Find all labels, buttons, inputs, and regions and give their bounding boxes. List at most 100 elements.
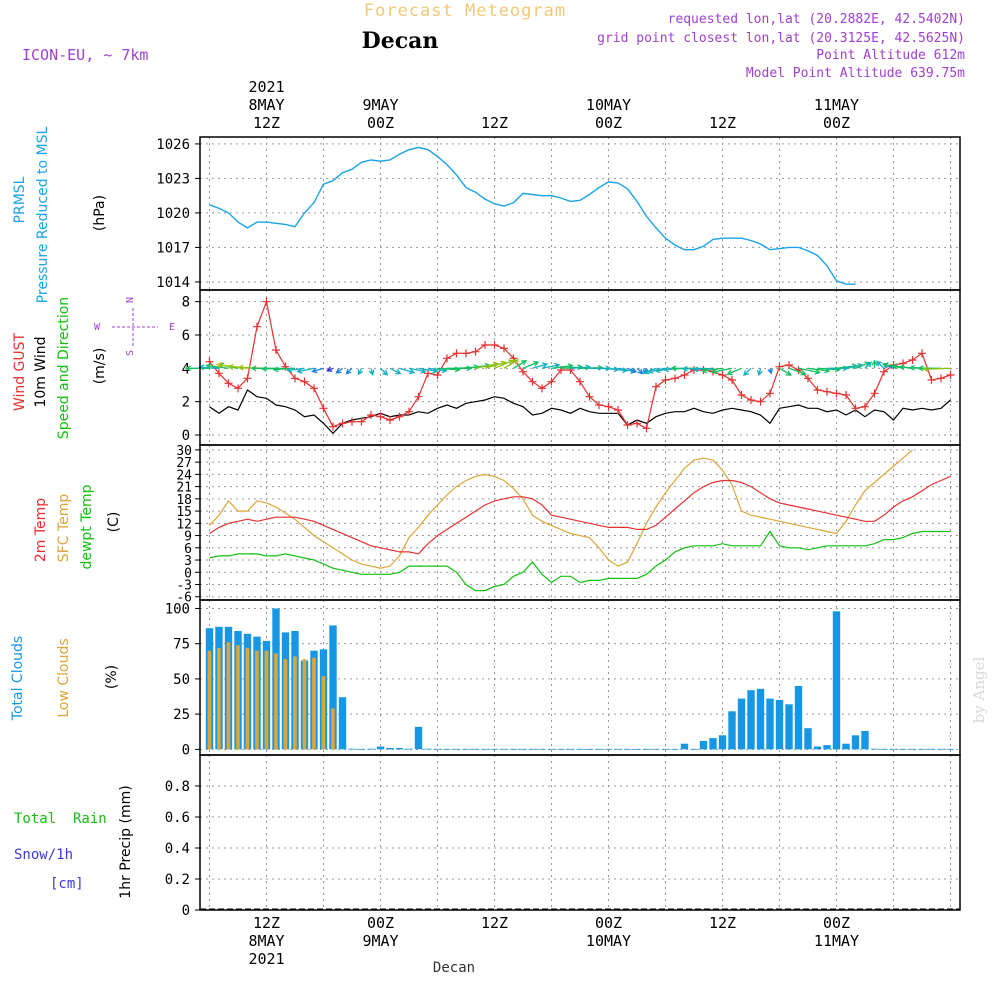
low-cloud-bar — [245, 647, 250, 750]
compass-s: S — [125, 350, 136, 356]
total-cloud-bar — [462, 748, 470, 750]
time-axis-label: 2021 — [248, 950, 284, 968]
total-cloud-bar — [794, 686, 803, 750]
y-tick-label: 1020 — [156, 206, 190, 222]
low-cloud-bar — [283, 659, 288, 750]
y-tick-label: 0.6 — [165, 810, 190, 826]
precip-panel: 0 0.2 0.4 0.6 0.8 — [165, 754, 961, 919]
wind-speed-line — [209, 389, 951, 435]
total-cloud-bar — [604, 748, 613, 750]
total-cloud-bar — [376, 746, 385, 750]
y-tick-label: 50 — [173, 672, 190, 688]
time-axis-label: 12Z — [709, 914, 736, 932]
total-cloud-bar — [937, 748, 945, 750]
y-tick-label: 75 — [173, 637, 190, 653]
prmsl-label: PRMSL — [12, 176, 28, 223]
total-cloud-bar — [538, 748, 546, 750]
gust-marker — [908, 356, 917, 364]
wind-direction-arrow — [389, 367, 402, 375]
pressure-panel: 1014 1017 1020 1023 1026 — [156, 136, 961, 291]
total-cloud-bar — [775, 700, 784, 750]
wind-direction-arrow — [368, 368, 375, 376]
gust-marker — [243, 374, 252, 383]
total-cloud-bar — [918, 748, 926, 750]
t2m-line — [209, 475, 951, 555]
total-cloud-bar — [699, 740, 708, 750]
gust-marker — [918, 349, 926, 358]
gust-marker — [357, 417, 366, 426]
wind-direction-arrow — [788, 367, 807, 376]
total-cloud-bar — [386, 748, 394, 750]
total-cloud-bar — [329, 625, 337, 750]
gust-marker — [927, 376, 936, 384]
gust-marker — [937, 374, 945, 383]
low-cloud-bar — [321, 676, 326, 750]
wind-direction-arrow — [380, 367, 389, 376]
total-cloud-bar — [870, 748, 879, 750]
low-cloud-bar — [331, 708, 335, 750]
point-altitude: Point Altitude 612m — [816, 48, 965, 63]
total-cloud-bar — [509, 748, 518, 750]
total-cloud-bar — [946, 748, 955, 750]
gust-marker — [291, 374, 299, 383]
low-cloud-bar — [255, 650, 259, 750]
precip-labels: Total Rain Snow/1h [cm] 1hr Precip (mm) — [14, 785, 134, 898]
total-cloud-bar — [842, 743, 850, 750]
gust-marker — [785, 361, 793, 369]
total-cloud-bar — [414, 726, 423, 750]
gust-marker — [652, 382, 660, 391]
total-cloud-bar — [927, 748, 936, 750]
total-cloud-bar — [899, 748, 907, 750]
wind-speed-dir-label: Speed and Direction — [56, 297, 72, 439]
y-tick-label: 30 — [176, 444, 192, 459]
low-cloud-bar — [274, 653, 278, 750]
total-cloud-bar — [547, 748, 556, 750]
snow-unit: [cm] — [50, 876, 84, 892]
model-label: ICON-EU, ~ 7km — [22, 46, 148, 64]
wind-gust-line — [209, 299, 951, 430]
wind-direction-arrow — [922, 366, 951, 372]
wind-direction-arrow — [681, 365, 704, 372]
cloud-unit: (%) — [104, 665, 120, 689]
y-tick-label: 1026 — [156, 137, 190, 153]
y-tick-label: 2 — [182, 395, 190, 411]
compass-w: W — [94, 322, 101, 333]
y-tick-label: 0 — [184, 566, 192, 581]
y-tick-label: 25 — [173, 707, 190, 723]
total-cloud-bar — [718, 735, 727, 750]
wind-direction-arrow — [345, 367, 353, 375]
y-tick-label: 1014 — [156, 275, 190, 291]
wind-direction-arrow — [326, 366, 334, 372]
total-cloud-bar — [424, 748, 432, 750]
wind-direction-arrow — [205, 363, 229, 370]
gust-marker — [395, 412, 404, 421]
gust-marker — [319, 404, 328, 413]
gust-marker — [861, 402, 869, 411]
wind-direction-arrow — [311, 367, 324, 374]
time-axis-label: 00Z — [595, 914, 622, 932]
gust-marker — [823, 387, 831, 396]
total-cloud-bar — [832, 611, 841, 750]
low-cloud-bar — [226, 642, 231, 750]
low-cloud-bar — [293, 656, 297, 750]
time-axis-label: 11MAY — [814, 96, 859, 114]
compass-n: N — [125, 297, 136, 303]
total-cloud-bar — [566, 748, 575, 750]
gust-marker — [376, 412, 385, 421]
y-tick-label: 0.8 — [165, 779, 190, 795]
wind-direction-arrow — [513, 359, 528, 369]
total-cloud-bar — [395, 748, 404, 750]
total-cloud-bar — [623, 748, 632, 750]
wind-direction-arrow — [871, 359, 878, 369]
gust-marker — [224, 379, 233, 388]
wind-direction-arrow — [503, 359, 520, 369]
header-title: Forecast Meteogram — [364, 1, 566, 21]
time-axis-label: 00Z — [823, 114, 850, 132]
compass-rose: N S W E — [94, 297, 175, 356]
gust-marker — [348, 417, 356, 426]
precip-axis-label: 1hr Precip (mm) — [118, 785, 134, 898]
wind-direction-arrow — [272, 366, 296, 373]
gust-marker — [234, 384, 242, 393]
y-tick-label: 18 — [176, 493, 192, 508]
